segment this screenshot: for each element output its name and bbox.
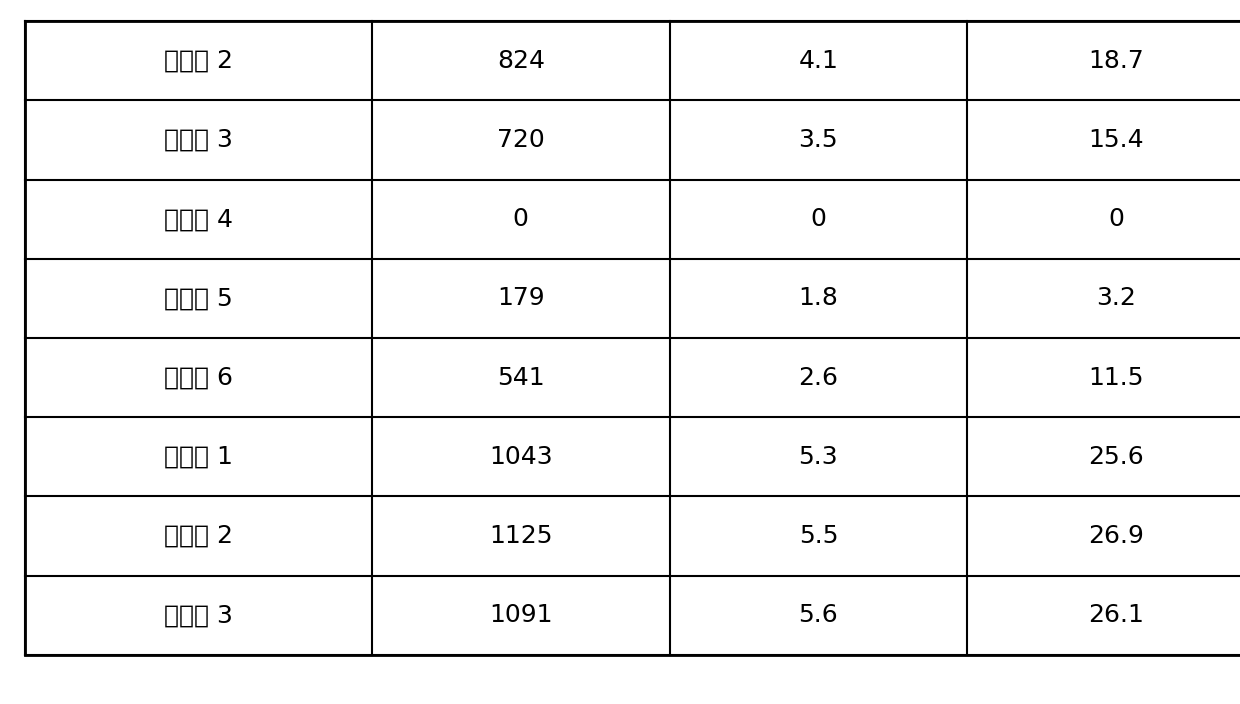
Text: 0: 0 bbox=[1109, 207, 1123, 231]
Text: 实施例 3: 实施例 3 bbox=[164, 603, 233, 627]
Text: 4.1: 4.1 bbox=[799, 49, 838, 73]
Text: 对比例 2: 对比例 2 bbox=[164, 49, 233, 73]
Text: 实施例 2: 实施例 2 bbox=[164, 524, 233, 548]
Text: 1043: 1043 bbox=[489, 445, 553, 469]
Text: 对比例 5: 对比例 5 bbox=[164, 287, 233, 310]
Text: 5.5: 5.5 bbox=[799, 524, 838, 548]
Text: 3.2: 3.2 bbox=[1096, 287, 1136, 310]
Text: 15.4: 15.4 bbox=[1089, 128, 1143, 152]
Text: 179: 179 bbox=[497, 287, 544, 310]
Text: 5.6: 5.6 bbox=[799, 603, 838, 627]
Text: 3.5: 3.5 bbox=[799, 128, 838, 152]
Text: 实施例 1: 实施例 1 bbox=[164, 445, 233, 469]
Text: 824: 824 bbox=[497, 49, 544, 73]
Text: 1091: 1091 bbox=[489, 603, 553, 627]
Text: 对比例 6: 对比例 6 bbox=[164, 365, 233, 389]
Text: 对比例 4: 对比例 4 bbox=[164, 207, 233, 231]
Text: 18.7: 18.7 bbox=[1089, 49, 1143, 73]
Text: 720: 720 bbox=[497, 128, 544, 152]
Text: 11.5: 11.5 bbox=[1089, 365, 1143, 389]
Text: 5.3: 5.3 bbox=[799, 445, 838, 469]
Text: 2.6: 2.6 bbox=[799, 365, 838, 389]
Text: 0: 0 bbox=[513, 207, 528, 231]
Text: 0: 0 bbox=[811, 207, 826, 231]
Text: 26.9: 26.9 bbox=[1087, 524, 1145, 548]
Text: 541: 541 bbox=[497, 365, 544, 389]
Text: 25.6: 25.6 bbox=[1089, 445, 1143, 469]
Text: 1.8: 1.8 bbox=[799, 287, 838, 310]
Text: 1125: 1125 bbox=[489, 524, 553, 548]
Text: 对比例 3: 对比例 3 bbox=[164, 128, 233, 152]
Text: 26.1: 26.1 bbox=[1087, 603, 1145, 627]
